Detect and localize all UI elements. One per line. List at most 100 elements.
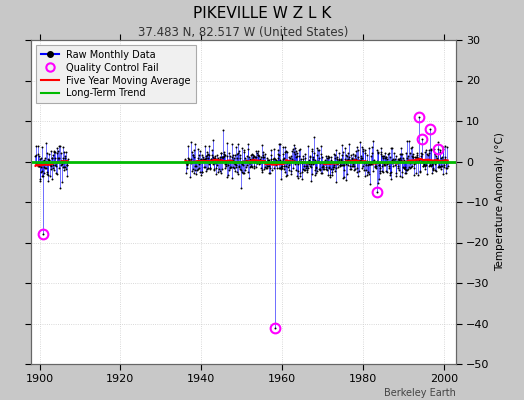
Point — [311, 166, 319, 173]
Point — [346, 162, 354, 169]
Point — [416, 169, 424, 176]
Point — [36, 164, 45, 170]
Point — [377, 144, 385, 151]
Point — [365, 161, 373, 167]
Point — [235, 164, 244, 170]
Point — [211, 154, 220, 161]
Point — [268, 159, 277, 165]
Point — [318, 164, 326, 170]
Point — [34, 142, 42, 149]
Point — [294, 153, 303, 159]
Point — [365, 161, 374, 167]
Point — [192, 162, 200, 169]
Point — [211, 160, 219, 166]
Point — [350, 167, 358, 173]
Point — [203, 152, 211, 158]
Point — [204, 152, 213, 158]
Point — [401, 170, 410, 176]
Point — [273, 158, 281, 165]
Point — [210, 154, 219, 161]
Point — [238, 168, 246, 175]
Point — [415, 157, 423, 164]
Point — [369, 138, 377, 144]
Point — [245, 160, 253, 166]
Point — [436, 149, 444, 156]
Point — [288, 148, 296, 155]
Point — [364, 169, 372, 176]
Point — [282, 148, 291, 154]
Point — [418, 151, 427, 158]
Point — [299, 163, 308, 169]
Point — [345, 154, 353, 160]
Point — [196, 148, 204, 154]
Point — [316, 166, 325, 172]
Point — [384, 151, 392, 158]
Point — [204, 150, 212, 157]
Point — [34, 150, 42, 157]
Point — [274, 154, 282, 161]
Point — [423, 156, 432, 163]
Point — [238, 145, 246, 152]
Point — [182, 170, 191, 176]
Point — [42, 140, 50, 146]
Point — [392, 160, 401, 167]
Point — [239, 162, 247, 168]
Point — [290, 142, 298, 148]
Point — [302, 167, 311, 174]
Point — [201, 143, 210, 150]
Point — [196, 171, 205, 178]
Point — [49, 148, 58, 154]
Point — [427, 163, 435, 169]
Point — [194, 146, 202, 152]
Point — [36, 178, 44, 184]
Point — [185, 156, 193, 163]
Point — [429, 166, 437, 172]
Point — [359, 160, 368, 166]
Point — [354, 154, 363, 160]
Point — [386, 169, 395, 176]
Point — [373, 158, 381, 164]
Point — [274, 147, 282, 153]
Point — [35, 163, 43, 170]
Point — [428, 162, 436, 168]
Point — [292, 166, 300, 173]
Point — [63, 173, 72, 180]
Point — [250, 152, 259, 159]
Point — [334, 149, 343, 156]
Point — [259, 152, 267, 158]
Point — [228, 164, 237, 170]
Point — [188, 159, 196, 165]
Point — [366, 159, 375, 166]
Point — [439, 146, 447, 152]
Point — [250, 154, 259, 160]
Point — [413, 155, 422, 161]
Point — [205, 143, 213, 150]
Point — [237, 185, 245, 191]
Point — [317, 151, 325, 158]
Point — [187, 156, 195, 162]
Point — [47, 166, 55, 172]
Point — [301, 154, 310, 161]
Point — [57, 161, 66, 168]
Point — [37, 168, 46, 174]
Point — [312, 168, 321, 174]
Point — [224, 150, 233, 156]
Point — [414, 114, 423, 120]
Point — [289, 146, 297, 152]
Point — [287, 171, 296, 178]
Point — [280, 166, 288, 172]
Point — [212, 159, 220, 165]
Point — [316, 170, 325, 176]
Point — [34, 153, 42, 159]
Point — [365, 171, 374, 177]
Point — [194, 161, 203, 167]
Point — [346, 166, 355, 172]
Point — [293, 175, 302, 182]
Point — [280, 169, 289, 176]
Point — [412, 156, 420, 162]
Point — [190, 147, 198, 153]
Point — [389, 150, 398, 156]
Point — [308, 148, 316, 154]
Point — [228, 157, 237, 163]
Point — [370, 159, 378, 165]
